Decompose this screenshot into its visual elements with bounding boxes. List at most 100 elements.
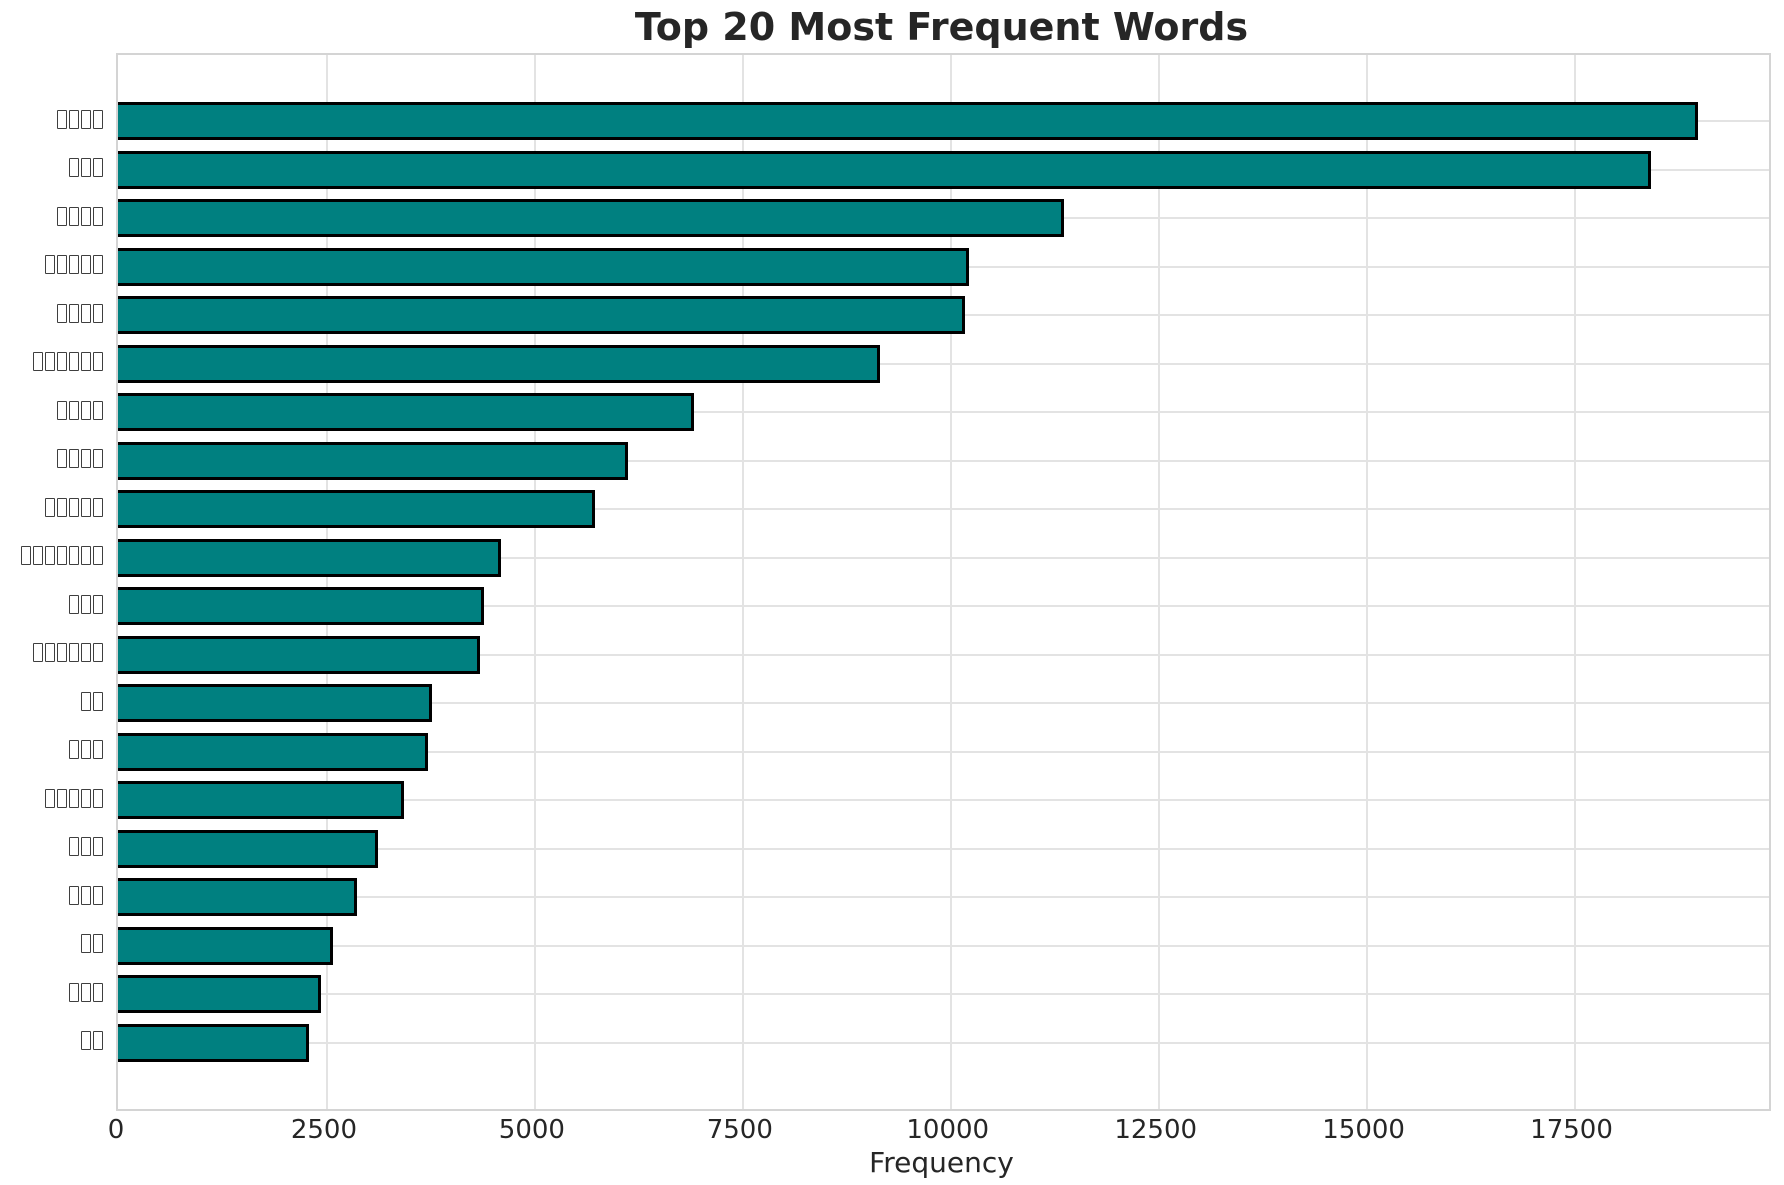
gridline-y xyxy=(118,799,1769,802)
y-tick-label xyxy=(0,483,103,532)
bar-3 xyxy=(118,199,1065,238)
gridline-x-5000 xyxy=(533,55,536,1109)
bar-9 xyxy=(118,490,596,529)
bar-row xyxy=(118,1019,1769,1068)
missing-glyph-box xyxy=(57,643,67,663)
bar-row xyxy=(118,728,1769,777)
missing-glyph-box xyxy=(81,982,91,1002)
missing-glyph-box xyxy=(57,352,67,372)
missing-glyph-box xyxy=(93,594,103,614)
missing-glyph-box xyxy=(81,546,91,566)
gridline-x-12500 xyxy=(1157,55,1160,1109)
y-tick-label xyxy=(0,289,103,338)
missing-glyph-box xyxy=(81,255,91,275)
y-tick-label xyxy=(0,532,103,581)
gridline-y xyxy=(118,1041,1769,1044)
missing-glyph-box xyxy=(93,255,103,275)
missing-glyph-box xyxy=(93,788,103,808)
gridline-y xyxy=(118,605,1769,608)
gridline-x-10000 xyxy=(949,55,952,1109)
gridline-y xyxy=(118,556,1769,559)
gridline-y xyxy=(118,508,1769,511)
bar-row xyxy=(118,631,1769,680)
missing-glyph-box xyxy=(69,982,79,1002)
missing-glyph-box xyxy=(81,449,91,469)
missing-glyph-box xyxy=(93,982,103,1002)
bar-4 xyxy=(118,247,969,286)
bar-row xyxy=(118,291,1769,340)
bar-5 xyxy=(118,296,966,335)
bar-10 xyxy=(118,538,502,577)
missing-glyph-box xyxy=(57,400,67,420)
x-tick-label: 17500 xyxy=(1530,1115,1613,1145)
bar-row xyxy=(118,776,1769,825)
y-tick-label xyxy=(0,726,103,775)
gridline-x-15000 xyxy=(1365,55,1368,1109)
missing-glyph-box xyxy=(69,449,79,469)
missing-glyph-box xyxy=(57,109,67,129)
bar-row xyxy=(118,437,1769,486)
missing-glyph-box xyxy=(69,643,79,663)
missing-glyph-box xyxy=(93,206,103,226)
missing-glyph-box xyxy=(81,691,91,711)
y-tick-label xyxy=(0,386,103,435)
bar-row xyxy=(118,922,1769,971)
bar-12 xyxy=(118,635,481,674)
y-tick-label xyxy=(0,144,103,193)
bar-row xyxy=(118,243,1769,292)
bar-row xyxy=(118,388,1769,437)
bar-row xyxy=(118,97,1769,146)
missing-glyph-box xyxy=(69,400,79,420)
bar-row xyxy=(118,194,1769,243)
missing-glyph-box xyxy=(45,788,55,808)
y-tick-label xyxy=(0,95,103,144)
bar-13 xyxy=(118,684,433,723)
gridline-y xyxy=(118,944,1769,947)
bar-1 xyxy=(118,102,1698,141)
missing-glyph-box xyxy=(69,303,79,323)
missing-glyph-box xyxy=(57,546,67,566)
missing-glyph-box xyxy=(81,885,91,905)
x-tick-label: 10000 xyxy=(906,1115,990,1145)
missing-glyph-box xyxy=(81,109,91,129)
x-tick-label: 12500 xyxy=(1114,1115,1198,1145)
missing-glyph-box xyxy=(57,303,67,323)
bar-15 xyxy=(118,781,404,820)
bar-row xyxy=(118,582,1769,631)
plot-area xyxy=(116,53,1771,1111)
missing-glyph-box xyxy=(57,497,67,517)
y-tick-label xyxy=(0,1017,103,1066)
missing-glyph-box xyxy=(93,303,103,323)
bar-row xyxy=(118,146,1769,195)
bar-18 xyxy=(118,926,334,965)
gridline-y xyxy=(118,459,1769,462)
missing-glyph-box xyxy=(81,158,91,178)
missing-glyph-box xyxy=(69,546,79,566)
x-tick-label: 7500 xyxy=(706,1115,773,1145)
missing-glyph-box xyxy=(69,885,79,905)
gridline-x-17500 xyxy=(1573,55,1576,1109)
missing-glyph-box xyxy=(69,497,79,517)
x-axis-tick-labels: 0 2500 5000 7500 10000 12500 15000 17500 xyxy=(108,1115,1767,1147)
gridline-y xyxy=(118,702,1769,705)
x-tick-label: 2500 xyxy=(290,1115,358,1145)
missing-glyph-box xyxy=(81,788,91,808)
y-tick-label xyxy=(0,338,103,387)
missing-glyph-box xyxy=(81,1031,91,1051)
missing-glyph-box xyxy=(93,1031,103,1051)
bar-20 xyxy=(118,1023,309,1062)
gridline-y xyxy=(118,750,1769,753)
missing-glyph-box xyxy=(45,255,55,275)
gridline-y xyxy=(118,896,1769,899)
missing-glyph-box xyxy=(57,788,67,808)
missing-glyph-box xyxy=(93,352,103,372)
missing-glyph-box xyxy=(93,643,103,663)
missing-glyph-box xyxy=(93,934,103,954)
bar-8 xyxy=(118,441,629,480)
missing-glyph-box xyxy=(93,691,103,711)
bar-row xyxy=(118,825,1769,874)
bar-7 xyxy=(118,393,695,432)
missing-glyph-box xyxy=(93,109,103,129)
missing-glyph-box xyxy=(33,352,43,372)
missing-glyph-box xyxy=(93,837,103,857)
